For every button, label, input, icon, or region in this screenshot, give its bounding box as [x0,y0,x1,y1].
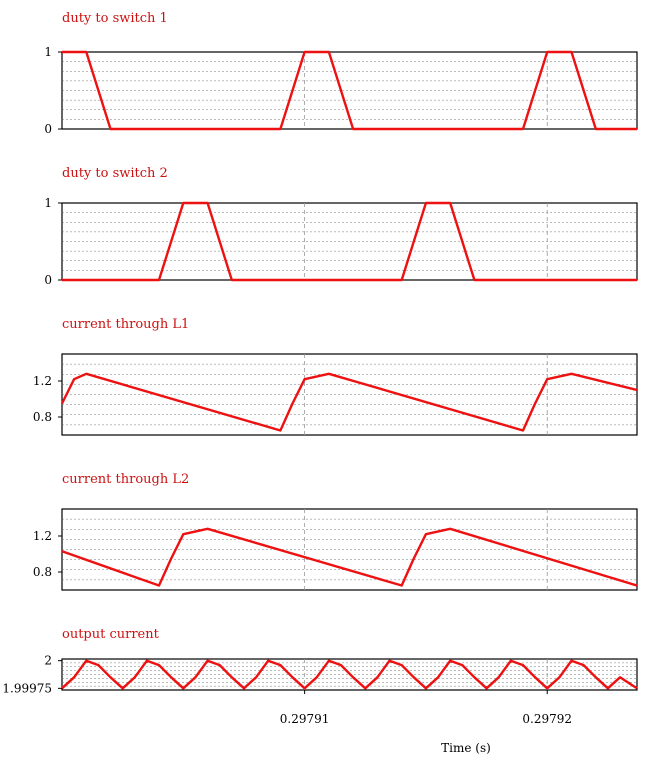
trace-line [62,201,637,282]
panel-title: current through L2 [62,472,189,487]
panel-title: output current [62,627,160,642]
trace-line [60,372,638,432]
plot-panel-1: duty to switch 1 1 0 [44,11,638,136]
x-tick-label: 0.29792 [522,712,572,726]
y-tick-label: 1.2 [33,374,52,388]
panel-title: current through L1 [62,317,189,332]
plot-panel-3: current through L1 1.2 0.8 [33,317,638,436]
panel-title: duty to switch 2 [62,166,168,181]
y-tick-label: 0.8 [33,565,52,579]
x-tick-label: 0.29791 [280,712,330,726]
y-tick-label: 1 [44,45,52,59]
plot-frame [61,202,638,281]
y-tick-label: 0 [44,273,52,287]
trace-line [61,527,638,587]
plot-panels: duty to switch 1 1 0 duty to switch 2 1 0 curr… [2,11,638,695]
y-tick-label: 0.8 [33,410,52,424]
plot-panel-4: current through L2 1.2 0.8 [33,472,638,591]
trace-line [61,659,638,690]
plot-frame [61,508,638,591]
panel-title: duty to switch 1 [62,11,168,26]
y-tick-label: 2 [44,654,52,668]
trace-line [62,50,637,131]
y-tick-label: 1 [44,196,52,210]
y-tick-label: 0 [44,122,52,136]
y-tick-label: 1.2 [33,529,52,543]
plot-panel-2: duty to switch 2 1 0 [44,166,638,287]
plot-panel-5: output current 2 1.99975 [2,627,638,695]
y-tick-label: 1.99975 [2,681,52,695]
x-axis-label: Time (s) [441,741,491,755]
shared-x-axis: 0.29791 0.29792 [280,690,572,726]
